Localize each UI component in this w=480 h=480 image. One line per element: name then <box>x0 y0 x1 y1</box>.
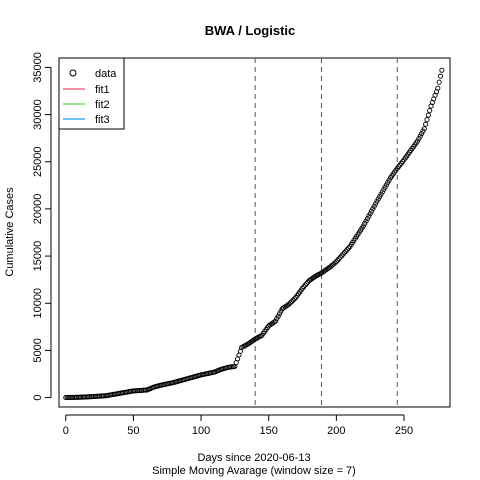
y-tick-label: 25000 <box>32 146 44 177</box>
data-point <box>343 248 349 254</box>
data-point <box>301 284 307 290</box>
y-tick-label: 35000 <box>32 52 44 83</box>
data-point <box>339 253 345 259</box>
data-point <box>335 257 341 263</box>
data-point <box>360 223 366 229</box>
legend-data-label: data <box>95 68 117 80</box>
x-tick-label: 100 <box>192 425 210 437</box>
data-point <box>290 297 296 303</box>
data-point <box>437 73 444 79</box>
data-point <box>302 282 308 288</box>
data-point <box>425 112 431 118</box>
data-point <box>291 296 297 302</box>
data-point <box>341 250 348 256</box>
data-point <box>363 218 369 224</box>
data-point <box>439 67 445 73</box>
data-point <box>368 208 375 214</box>
data-point <box>337 254 343 260</box>
x-axis-label: Days since 2020-06-13 <box>197 452 310 464</box>
y-axis: 0 5000 10000 15000 20000 25000 30000 35000 <box>32 52 52 401</box>
data-point <box>274 316 280 322</box>
data-point <box>370 206 376 212</box>
data-points <box>63 67 445 401</box>
x-tick-label: 200 <box>327 425 345 437</box>
y-axis-label: Cumulative Cases <box>4 187 16 277</box>
x-tick-label: 0 <box>63 425 69 437</box>
data-point <box>286 301 292 307</box>
data-point <box>289 298 295 305</box>
y-tick-label: 0 <box>32 395 44 401</box>
data-point <box>435 85 441 91</box>
data-point <box>272 318 279 324</box>
chart-title: BWA / Logistic <box>205 23 296 38</box>
data-point <box>424 117 430 123</box>
data-point <box>332 260 338 266</box>
data-point <box>364 215 371 222</box>
y-tick-label: 30000 <box>32 99 44 130</box>
data-point <box>344 247 350 253</box>
y-tick-label: 10000 <box>32 288 44 319</box>
data-point <box>345 245 352 251</box>
data-point <box>333 259 339 265</box>
data-point <box>340 251 346 257</box>
data-point <box>362 220 368 226</box>
data-point <box>416 136 422 142</box>
data-point <box>414 138 421 144</box>
data-point <box>275 313 281 319</box>
x-tick-label: 50 <box>127 425 139 437</box>
data-point <box>299 285 306 291</box>
x-tick-label: 150 <box>260 425 278 437</box>
legend-fit1-label: fit1 <box>95 84 110 96</box>
data-point <box>276 311 283 317</box>
data-point <box>373 201 379 207</box>
data-point <box>419 131 425 137</box>
x-axis-subtitle: Simple Moving Avarage (window size = 7) <box>152 465 356 477</box>
x-axis: 0 50 100 150 200 250 <box>63 414 413 437</box>
legend-fit3-label: fit3 <box>95 114 110 126</box>
data-point <box>278 308 284 314</box>
data-point <box>371 203 377 209</box>
legend: data fit1 fit2 fit3 <box>58 57 125 130</box>
data-point <box>436 79 442 85</box>
data-point <box>367 211 373 217</box>
x-tick-label: 250 <box>395 425 413 437</box>
y-tick-label: 5000 <box>32 338 44 362</box>
data-point <box>304 281 310 287</box>
data-point <box>366 213 372 219</box>
legend-box <box>58 57 125 130</box>
vertical-reference-lines <box>254 58 398 407</box>
data-point <box>427 108 433 114</box>
y-tick-label: 20000 <box>32 194 44 225</box>
data-point <box>287 300 293 306</box>
legend-fit2-label: fit2 <box>95 99 110 111</box>
data-point <box>336 256 342 262</box>
data-point <box>420 128 426 134</box>
y-tick-label: 15000 <box>32 241 44 272</box>
plot-frame <box>58 57 451 408</box>
data-point <box>417 133 423 139</box>
legend-data-symbol <box>69 69 77 77</box>
data-point <box>423 121 429 127</box>
data-point <box>421 126 427 132</box>
